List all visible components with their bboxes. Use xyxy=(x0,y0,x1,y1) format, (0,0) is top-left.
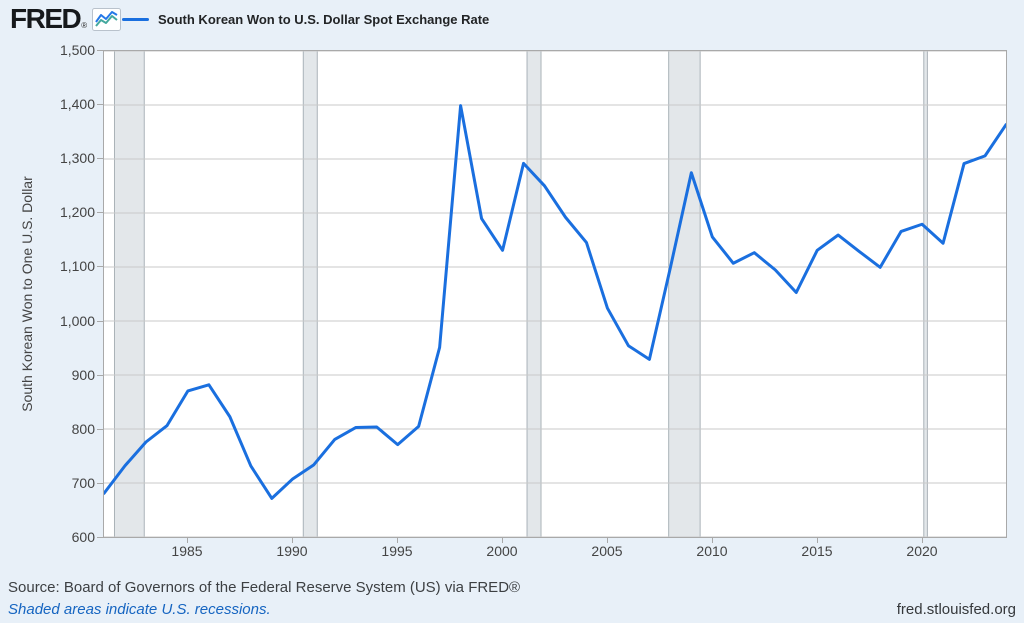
legend-line-swatch xyxy=(122,18,149,21)
exchange-rate-line-chart xyxy=(104,51,1006,537)
series-title: South Korean Won to U.S. Dollar Spot Exc… xyxy=(158,12,490,27)
series-legend[interactable]: South Korean Won to U.S. Dollar Spot Exc… xyxy=(122,12,489,27)
x-tick-mark xyxy=(712,538,713,543)
y-tick-label: 1,400 xyxy=(59,96,95,113)
x-tick-mark xyxy=(922,538,923,543)
x-tick-label: 1995 xyxy=(381,543,413,559)
x-tick-mark xyxy=(187,538,188,543)
y-tick-mark xyxy=(97,375,103,376)
x-tick-mark xyxy=(817,538,818,543)
fred-site-link[interactable]: fred.stlouisfed.org xyxy=(896,601,1016,618)
y-tick-mark xyxy=(97,212,103,213)
fred-logo[interactable]: FRED ® xyxy=(10,3,122,34)
recession-note-link[interactable]: Shaded areas indicate U.S. recessions. xyxy=(8,601,271,618)
y-tick-label: 600 xyxy=(71,529,95,545)
x-tick-mark xyxy=(607,538,608,543)
y-tick-mark xyxy=(97,266,103,267)
x-tick-label: 1990 xyxy=(276,543,308,559)
fred-logo-text: FRED xyxy=(10,3,82,34)
y-tick-label: 900 xyxy=(71,366,95,383)
y-tick-label: 700 xyxy=(71,474,95,491)
y-tick-mark xyxy=(97,429,103,430)
x-tick-label: 1985 xyxy=(171,543,203,559)
fred-logo-chart-icon xyxy=(92,7,122,31)
y-tick-mark xyxy=(97,158,103,159)
y-tick-mark xyxy=(97,50,103,51)
y-tick-mark xyxy=(97,483,103,484)
y-tick-label: 1,000 xyxy=(59,312,95,329)
y-tick-label: 1,300 xyxy=(59,150,95,167)
y-tick-mark xyxy=(97,537,103,538)
x-tick-label: 2015 xyxy=(801,543,833,559)
x-tick-label: 2010 xyxy=(696,543,728,559)
x-tick-mark xyxy=(292,538,293,543)
source-text: Source: Board of Governors of the Federa… xyxy=(8,579,521,596)
x-tick-mark xyxy=(397,538,398,543)
y-tick-label: 800 xyxy=(71,420,95,437)
y-tick-label: 1,500 xyxy=(59,42,95,58)
fred-logo-registered-mark: ® xyxy=(81,21,88,30)
x-tick-label: 2020 xyxy=(906,543,938,559)
y-axis-title: South Korean Won to One U.S. Dollar xyxy=(19,176,35,412)
y-tick-mark xyxy=(97,321,103,322)
x-tick-label: 2000 xyxy=(486,543,518,559)
plot-area[interactable] xyxy=(103,50,1007,538)
y-tick-label: 1,200 xyxy=(59,204,95,221)
x-tick-mark xyxy=(502,538,503,543)
x-tick-label: 2005 xyxy=(591,543,623,559)
y-tick-label: 1,100 xyxy=(59,258,95,275)
y-tick-mark xyxy=(97,104,103,105)
